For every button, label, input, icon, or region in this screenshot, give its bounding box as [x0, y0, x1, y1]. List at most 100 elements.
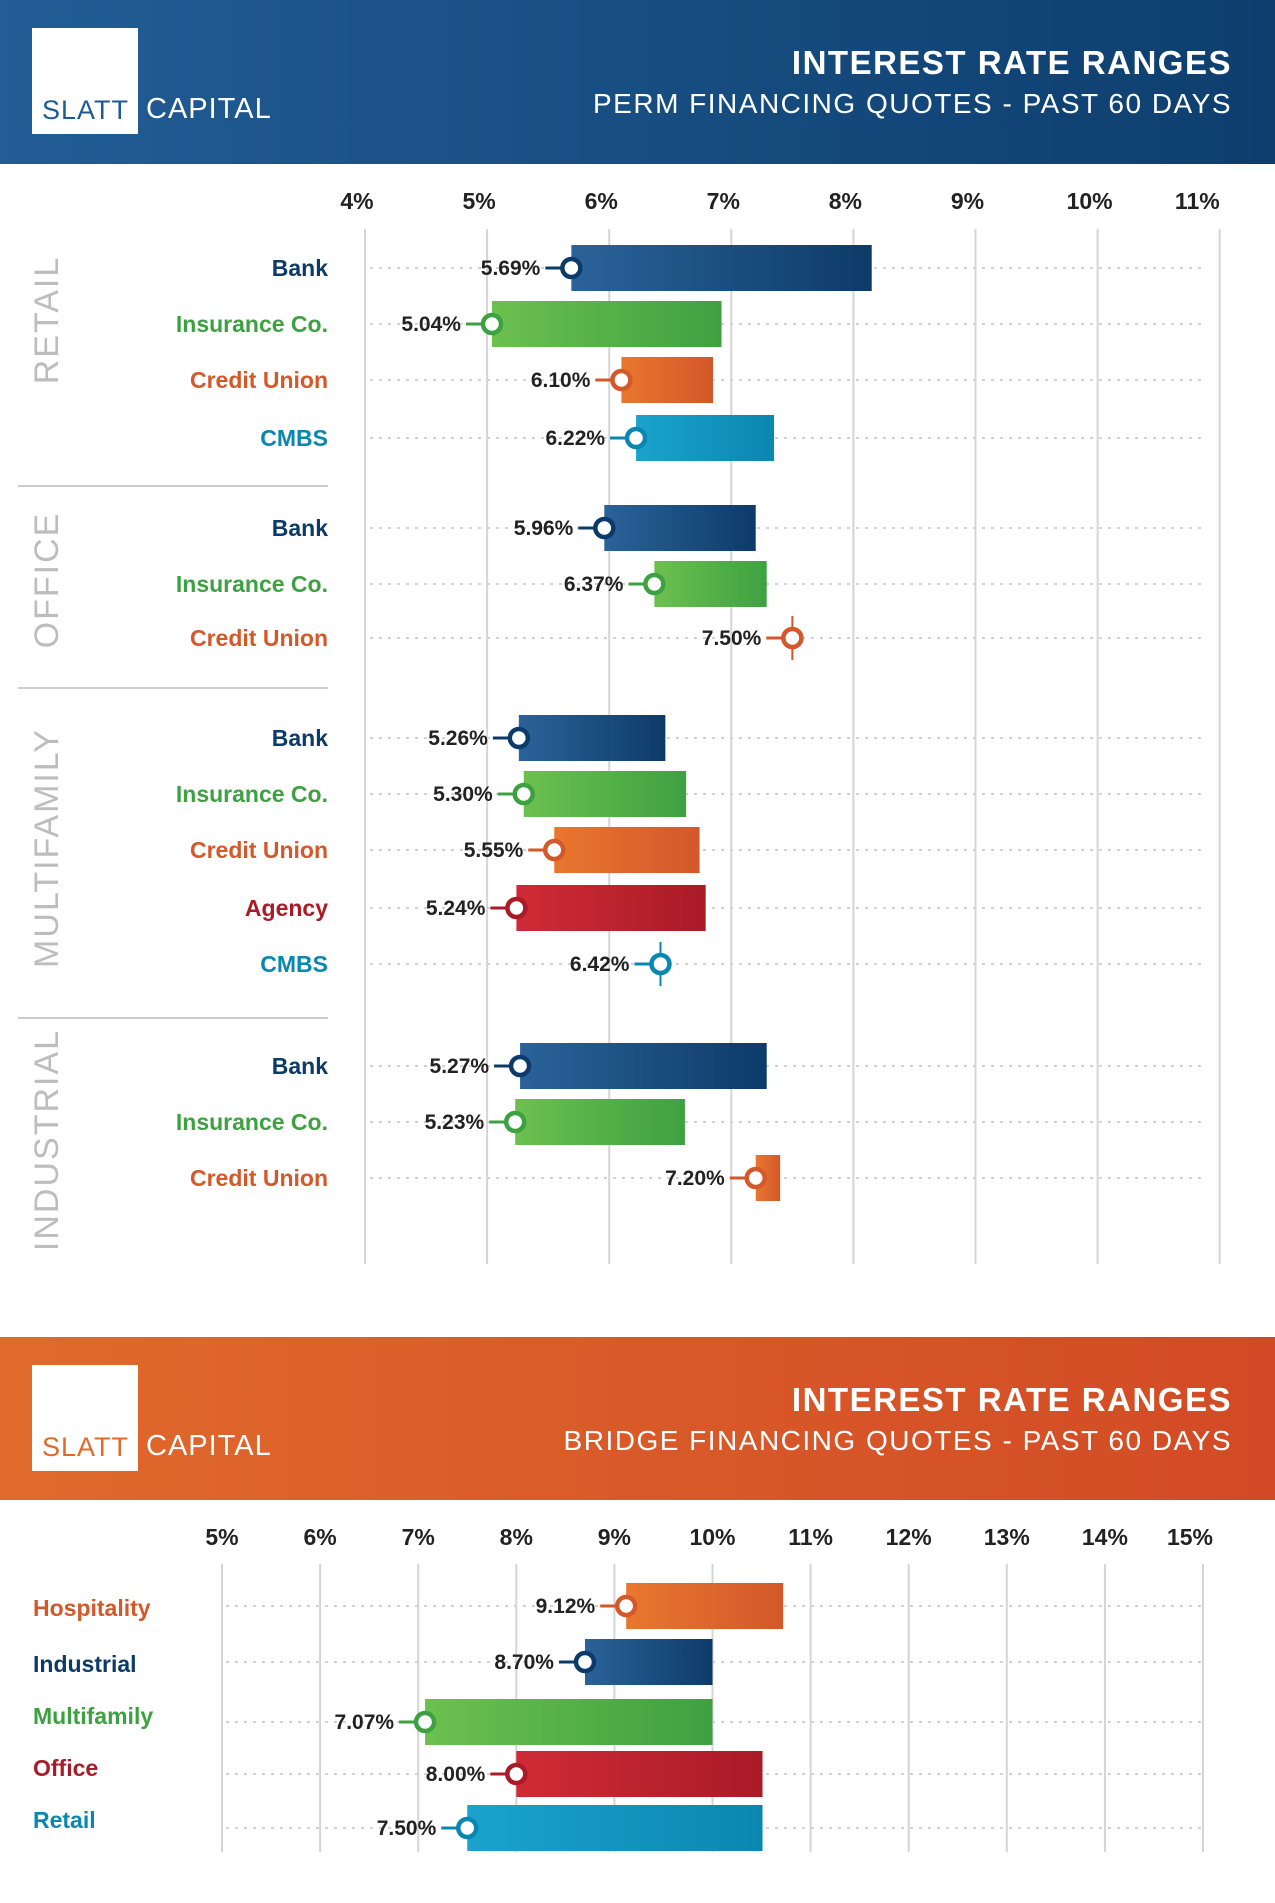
- low-marker: [643, 572, 666, 596]
- low-rate-label: 5.30%: [433, 783, 493, 806]
- low-marker: [505, 896, 528, 920]
- low-rate-label: 5.55%: [464, 839, 524, 862]
- perm-subtitle: PERM FINANCING QUOTES - PAST 60 DAYS: [593, 88, 1232, 119]
- bridge-title: INTEREST RATE RANGES: [791, 1381, 1232, 1418]
- range-bar: [626, 1583, 784, 1629]
- lender-label: Credit Union: [190, 1165, 328, 1191]
- perm-header: SLATT CAPITAL INTEREST RATE RANGES PERM …: [0, 0, 1275, 164]
- bridge-header: SLATT CAPITAL INTEREST RATE RANGES BRIDG…: [0, 1337, 1275, 1500]
- category-label: Multifamily: [33, 1703, 153, 1729]
- low-rate-label: 6.22%: [546, 427, 606, 450]
- low-marker: [649, 952, 672, 976]
- range-bar: [636, 415, 775, 461]
- lender-label: Insurance Co.: [176, 311, 328, 337]
- lender-label: Insurance Co.: [176, 1109, 328, 1135]
- low-rate-label: 6.10%: [531, 369, 591, 392]
- logo-slatt: SLATT: [42, 1432, 130, 1462]
- bridge-subtitle: BRIDGE FINANCING QUOTES - PAST 60 DAYS: [563, 1425, 1232, 1456]
- range-bar: [491, 301, 722, 347]
- category-label: Office: [33, 1755, 98, 1781]
- range-bar: [523, 771, 687, 817]
- low-marker: [610, 368, 633, 392]
- logo-capital: CAPITAL: [146, 93, 272, 125]
- x-tick-label: 9%: [598, 1524, 631, 1550]
- x-tick-label: 10%: [689, 1524, 735, 1550]
- low-rate-label: 7.50%: [702, 627, 762, 650]
- low-rate-label: 6.37%: [564, 573, 624, 596]
- lender-label: Bank: [272, 1053, 328, 1079]
- perm-chart: 4% 5% 6% 7% 8% 9% 10% 11% RETAIL Bank 5.69% Insuran…: [18, 188, 1221, 1264]
- range-bar: [516, 885, 706, 931]
- lender-label: Credit Union: [190, 367, 328, 393]
- category-label: Hospitality: [33, 1595, 151, 1621]
- lender-label: Bank: [272, 515, 328, 541]
- section-label: RETAIL: [28, 256, 66, 385]
- lender-label: Bank: [272, 725, 328, 751]
- x-tick-label: 14%: [1082, 1524, 1128, 1550]
- range-bar: [515, 1099, 685, 1145]
- x-tick-label: 12%: [886, 1524, 932, 1550]
- x-tick-label: 4%: [340, 188, 373, 214]
- range-bar: [621, 357, 713, 403]
- range-bar: [571, 245, 872, 291]
- low-marker: [781, 626, 804, 650]
- low-marker: [573, 1650, 597, 1674]
- low-marker: [614, 1594, 638, 1618]
- section-label: MULTIFAMILY: [28, 728, 66, 968]
- low-marker: [480, 312, 504, 336]
- x-tick-label: 6%: [303, 1524, 336, 1550]
- logo-box: SLATT: [32, 28, 138, 134]
- low-marker: [593, 516, 616, 540]
- lender-label: Insurance Co.: [176, 781, 328, 807]
- low-rate-label: 7.07%: [335, 1711, 395, 1734]
- low-marker: [413, 1710, 437, 1734]
- low-marker: [744, 1166, 767, 1190]
- x-tick-label: 8%: [829, 188, 862, 214]
- low-rate-label: 7.50%: [377, 1817, 437, 1840]
- perm-title: INTEREST RATE RANGES: [791, 44, 1232, 81]
- x-tick-label: 11%: [788, 1524, 833, 1550]
- x-tick-label: 7%: [707, 188, 740, 214]
- low-rate-label: 5.04%: [401, 313, 461, 336]
- x-tick-label: 15%: [1167, 1524, 1213, 1550]
- lender-label: Insurance Co.: [176, 571, 328, 597]
- category-label: Industrial: [33, 1651, 137, 1677]
- low-marker: [624, 426, 648, 450]
- low-rate-label: 5.27%: [430, 1055, 490, 1078]
- section-label: INDUSTRIAL: [28, 1029, 66, 1251]
- lender-label: Credit Union: [190, 837, 328, 863]
- lender-label: Credit Union: [190, 625, 328, 651]
- low-marker: [543, 838, 566, 862]
- x-tick-label: 7%: [402, 1524, 435, 1550]
- x-tick-label: 10%: [1067, 188, 1113, 214]
- logo-box: SLATT: [32, 1365, 138, 1471]
- x-tick-label: 5%: [462, 188, 495, 214]
- x-tick-label: 11%: [1175, 188, 1220, 214]
- range-bar: [425, 1699, 713, 1745]
- lender-label: Bank: [272, 255, 328, 281]
- range-bar: [654, 561, 767, 607]
- logo-capital: CAPITAL: [146, 1430, 272, 1462]
- range-bar: [554, 827, 700, 873]
- low-marker: [560, 256, 583, 280]
- lender-label: CMBS: [260, 951, 328, 977]
- low-marker: [503, 1110, 527, 1134]
- range-bar: [467, 1805, 763, 1851]
- range-bar: [518, 715, 666, 761]
- range-bar: [520, 1043, 767, 1089]
- low-marker: [505, 1762, 528, 1786]
- bridge-chart: 5% 6% 7% 8% 9% 10% 11% 12% 13% 14% 15% Hospitality 9…: [33, 1524, 1213, 1852]
- logo-slatt: SLATT: [42, 95, 130, 125]
- lender-label: CMBS: [260, 425, 328, 451]
- x-tick-label: 5%: [205, 1524, 238, 1550]
- x-tick-label: 9%: [951, 188, 984, 214]
- low-rate-label: 7.20%: [665, 1167, 725, 1190]
- range-bar: [516, 1751, 763, 1797]
- low-marker: [508, 1054, 532, 1078]
- low-rate-label: 5.69%: [481, 257, 541, 280]
- x-tick-label: 6%: [585, 188, 618, 214]
- low-marker: [507, 726, 531, 750]
- low-rate-label: 5.26%: [428, 727, 488, 750]
- low-rate-label: 5.96%: [514, 517, 574, 540]
- low-marker: [512, 782, 535, 806]
